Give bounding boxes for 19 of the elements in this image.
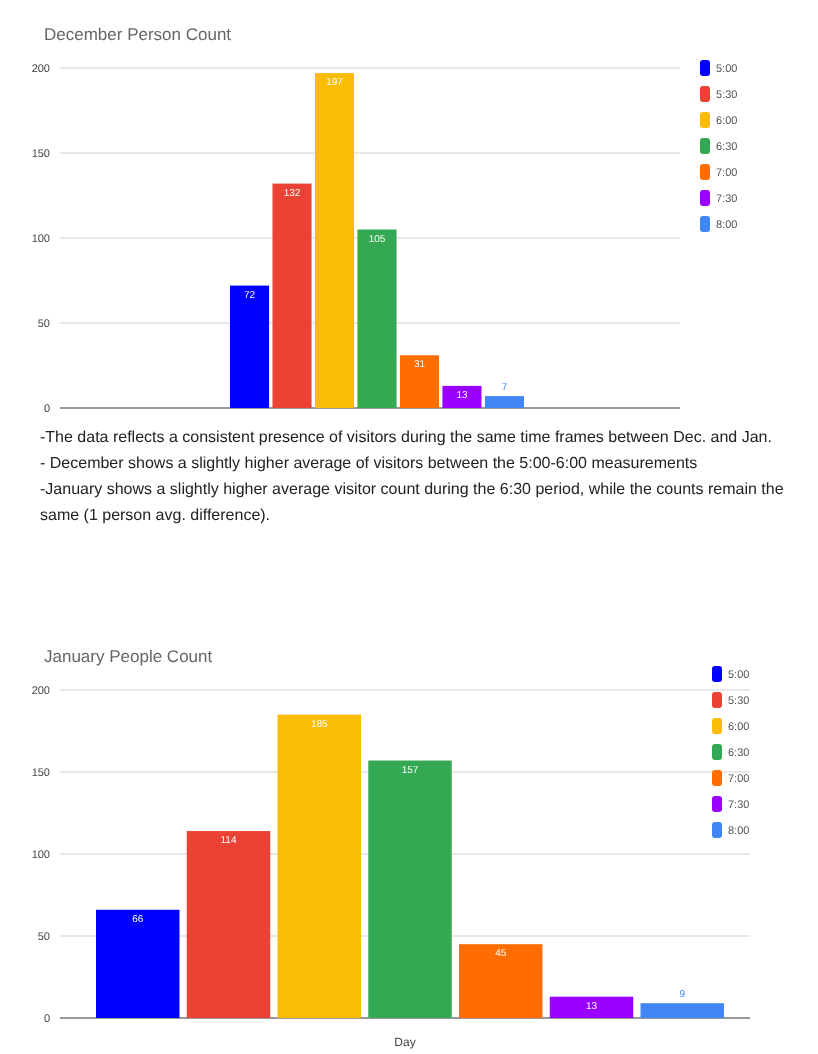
bar: [640, 1003, 724, 1018]
bar: [186, 831, 271, 1018]
chart-title: January People Count: [44, 646, 214, 666]
bar: [549, 996, 634, 1018]
text: -January shows a slightly higher average visitor count during the 6:30 period, while the counts remain the same (1 person avg. difference).: [40, 478, 786, 528]
text: -The data reflects a consistent presence of visitors during the same time frames between Dec. and Jan.: [40, 426, 774, 450]
bar: [314, 73, 355, 408]
bar: [230, 285, 270, 408]
bar: [277, 714, 361, 1018]
bar: [96, 909, 180, 1018]
text: - December shows a slightly higher average of visitors between the 5:00-6:00 measurements: [40, 452, 700, 476]
bar: [272, 183, 312, 408]
bar: [459, 944, 543, 1018]
bar: [357, 229, 397, 408]
bar: [399, 355, 440, 408]
bar: [442, 385, 482, 408]
bar: [484, 396, 524, 408]
chart-title: December Person Count: [44, 24, 233, 44]
bar: [368, 760, 452, 1018]
